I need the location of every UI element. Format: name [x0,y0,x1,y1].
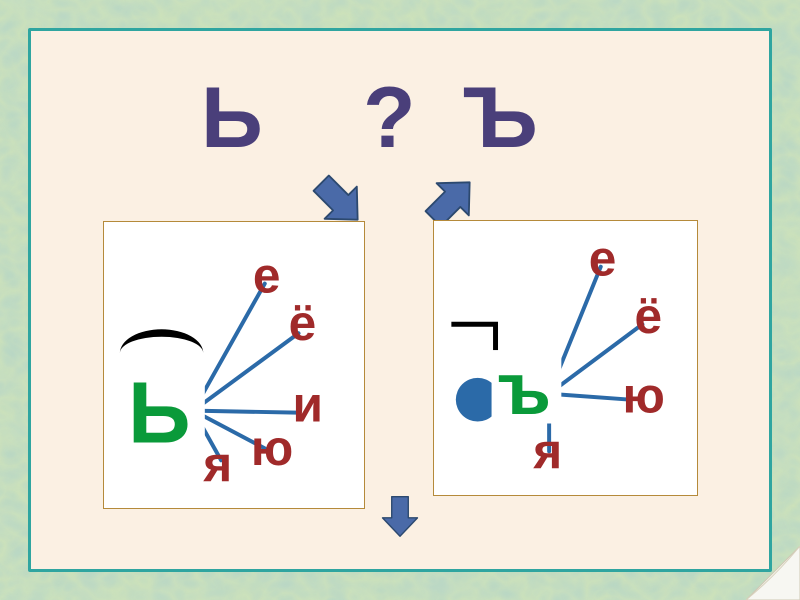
vowel-letter: я [202,436,232,492]
connector-line [193,411,296,413]
root-arc-icon [120,329,203,353]
hard-sign-panel: ъ еёю я [433,220,698,496]
center-hard-sign: ъ [498,348,552,430]
vowel-letter: ю [251,420,293,476]
header-hard-sign: Ъ [463,75,538,161]
connector-line [193,333,298,410]
soft-sign-panel: Ьеёиюя [103,221,365,509]
vowel-letter: ю [623,368,665,424]
content-panel: Ь ? Ъ Ьеёиюя ъеёюя [28,28,772,572]
vowel-letter: е [253,248,281,304]
vowel-letter: и [293,377,324,433]
header-soft-sign: Ь [201,75,263,161]
vowel-letter: е [589,231,617,287]
center-soft-sign: Ь [128,364,191,462]
vowel-letter: ё [634,288,662,344]
vowel-letter: я [532,423,562,479]
arrow-down-icon [377,491,423,541]
header-question-mark: ? [363,75,416,161]
slide-frame: Ь ? Ъ Ьеёиюя ъеёюя [0,0,800,600]
vowel-letter: ё [289,295,317,351]
stage: Ь ? Ъ Ьеёиюя ъеёюя [31,31,769,569]
page-corner-fold [746,546,800,600]
